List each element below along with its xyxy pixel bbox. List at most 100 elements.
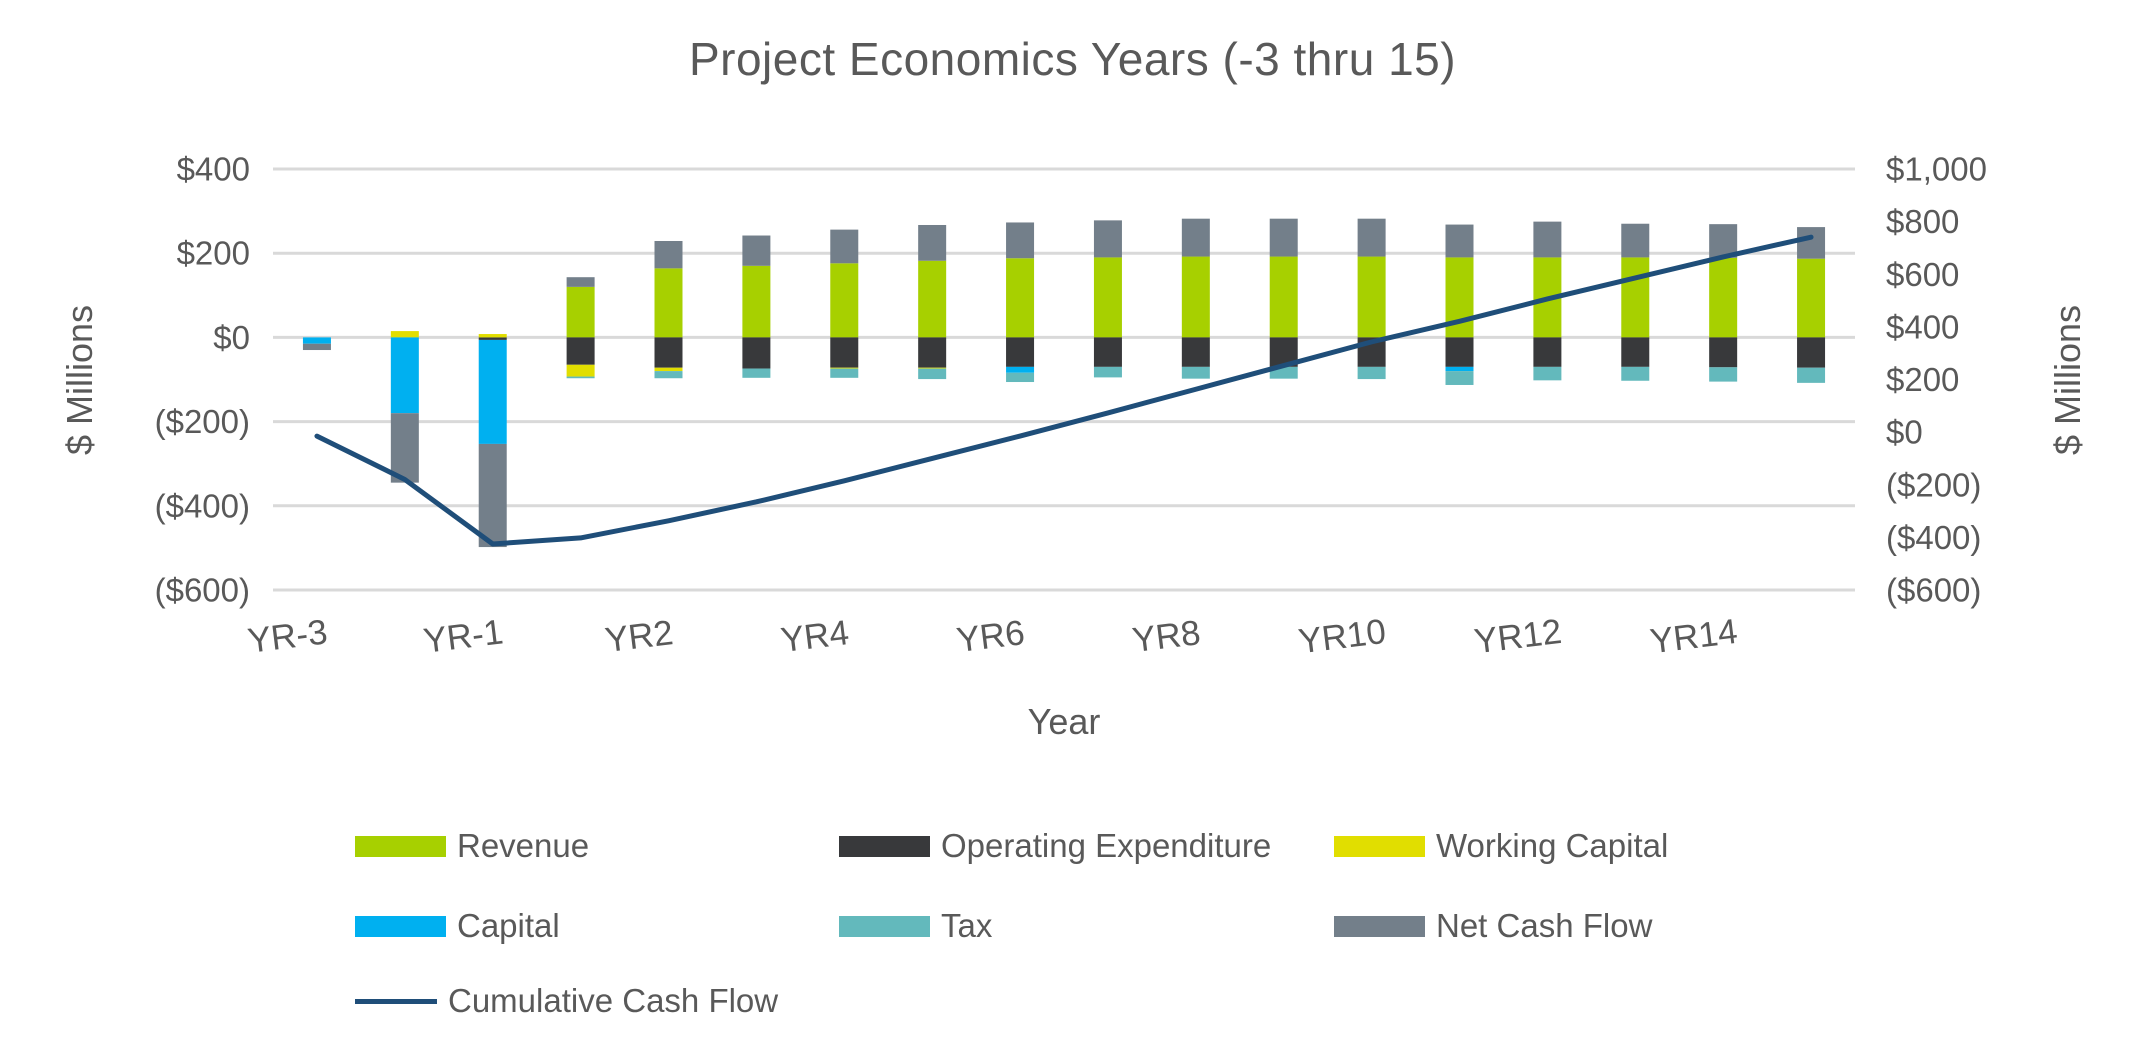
legend-item-net-cash-flow: Net Cash Flow	[1334, 907, 1652, 944]
bar-segment-net-cash-flow	[566, 277, 595, 287]
bar-segment-net-cash-flow	[654, 240, 683, 269]
bar-segment-tax	[742, 368, 771, 378]
bar-segment-operating-expenditure	[566, 337, 595, 365]
x-axis-tick-label: YR14	[1648, 612, 1740, 661]
bar-segment-working-capital	[830, 367, 859, 369]
bar-segment-operating-expenditure	[1093, 337, 1122, 367]
line-cumulative-cash-flow	[314, 234, 1814, 547]
legend-swatch-cumulative-cash-flow	[355, 998, 437, 1004]
bar-segment-capital	[478, 339, 507, 444]
bar-segment-net-cash-flow	[1621, 223, 1650, 258]
legend-item-capital: Capital	[355, 907, 560, 944]
bar-segment-working-capital	[654, 367, 683, 372]
bar-segment-operating-expenditure	[1621, 337, 1650, 367]
legend-swatch-net-cash-flow	[1334, 915, 1425, 937]
legend-swatch-tax	[839, 915, 930, 937]
bar-segment-capital	[1006, 366, 1035, 373]
bar-segment-revenue	[566, 286, 595, 338]
right-axis-tick-label: ($400)	[1886, 519, 1981, 556]
legend-label-cumulative-cash-flow: Cumulative Cash Flow	[448, 982, 779, 1019]
bar-segment-tax	[1621, 366, 1650, 381]
right-axis-tick-label: $600	[1886, 256, 1959, 293]
bar-segment-net-cash-flow	[1533, 221, 1562, 258]
bar-segment-net-cash-flow	[1445, 224, 1474, 258]
x-axis-tick-label: YR6	[954, 613, 1026, 660]
bar-segment-tax	[1357, 366, 1386, 380]
bar-segment-tax	[566, 376, 595, 379]
bar-segment-net-cash-flow	[918, 224, 947, 261]
bar-segment-capital	[390, 337, 419, 414]
bar-segment-revenue	[1797, 258, 1826, 338]
legend-label-tax: Tax	[941, 907, 993, 944]
x-axis-tick-label: YR4	[779, 613, 851, 660]
bar-segment-working-capital	[918, 367, 947, 369]
chart-title: Project Economics Years (-3 thru 15)	[688, 33, 1457, 85]
bar-segment-net-cash-flow	[1709, 224, 1738, 258]
right-axis-tick-label: ($600)	[1886, 572, 1981, 609]
bar-segment-net-cash-flow	[1181, 218, 1210, 257]
bar-segment-revenue	[1006, 258, 1035, 338]
right-axis-tick-label: $800	[1886, 203, 1959, 240]
bar-segment-net-cash-flow	[390, 413, 419, 483]
legend-swatch-revenue	[355, 835, 446, 857]
right-axis-tick-label: $200	[1886, 361, 1959, 398]
bar-segment-net-cash-flow	[302, 343, 331, 351]
bar-segment-operating-expenditure	[1709, 337, 1738, 368]
left-axis-tick-label: ($400)	[155, 487, 250, 524]
bar-segment-operating-expenditure	[918, 337, 947, 368]
bar-segment-working-capital	[478, 334, 507, 338]
legend-item-tax: Tax	[839, 907, 992, 944]
bar-segment-operating-expenditure	[1445, 337, 1474, 367]
bar-segment-operating-expenditure	[1533, 337, 1562, 367]
legend-item-cumulative-cash-flow: Cumulative Cash Flow	[355, 982, 778, 1019]
left-axis-tick-label: ($200)	[155, 403, 250, 440]
bar-segment-revenue	[1357, 256, 1386, 338]
left-axis-tick-label: $200	[177, 235, 250, 272]
bar-segment-revenue	[1181, 256, 1210, 338]
bar-segment-tax	[1181, 366, 1210, 379]
bar-segment-operating-expenditure	[1181, 337, 1210, 367]
legend-label-working-capital: Working Capital	[1436, 827, 1669, 864]
left-axis-tick-label: ($600)	[155, 572, 250, 609]
bar-segment-operating-expenditure	[654, 337, 683, 368]
bar-segment-capital	[302, 337, 331, 344]
bar-segment-net-cash-flow	[1357, 218, 1386, 257]
bar-segment-tax	[1533, 366, 1562, 381]
right-axis-tick-label: $400	[1886, 308, 1959, 345]
legend-label-capital: Capital	[457, 907, 560, 944]
bar-segment-net-cash-flow	[1269, 218, 1298, 257]
bar-segment-revenue	[1093, 257, 1122, 338]
bar-segment-operating-expenditure	[742, 337, 771, 369]
bar-segment-tax	[1269, 366, 1298, 379]
bar-segment-revenue	[654, 268, 683, 338]
x-axis-tick-label: YR-3	[246, 612, 330, 660]
bar-segment-working-capital	[566, 364, 595, 377]
bar-segment-tax	[654, 371, 683, 379]
legend-swatch-operating-expenditure	[839, 835, 930, 857]
bar-segment-revenue	[1709, 257, 1738, 338]
bar-segment-net-cash-flow	[1006, 222, 1035, 259]
legend-label-operating-expenditure: Operating Expenditure	[941, 827, 1272, 864]
bar-segment-operating-expenditure	[478, 337, 507, 340]
left-axis-tick-label: $0	[213, 319, 250, 356]
bar-segment-revenue	[742, 265, 771, 338]
x-axis-tick-label: YR10	[1296, 612, 1388, 661]
bar-segment-revenue	[918, 260, 947, 338]
x-axis-title: Year	[1027, 701, 1101, 742]
x-axis-tick-label: YR8	[1130, 613, 1202, 660]
x-axis-tick-label: YR-1	[421, 612, 505, 660]
legend-label-net-cash-flow: Net Cash Flow	[1436, 907, 1653, 944]
legend-item-revenue: Revenue	[355, 827, 589, 864]
bar-segment-net-cash-flow	[478, 443, 507, 548]
right-axis-tick-label: ($200)	[1886, 466, 1981, 503]
bar-segment-tax	[1006, 372, 1035, 383]
bar-segment-tax	[1445, 371, 1474, 385]
bar-segment-operating-expenditure	[1006, 337, 1035, 367]
bar-segment-operating-expenditure	[830, 337, 859, 368]
bar-segment-net-cash-flow	[742, 235, 771, 266]
bar-segment-working-capital	[390, 331, 419, 338]
bar-segment-net-cash-flow	[1093, 220, 1122, 258]
legend-swatch-capital	[355, 915, 446, 937]
